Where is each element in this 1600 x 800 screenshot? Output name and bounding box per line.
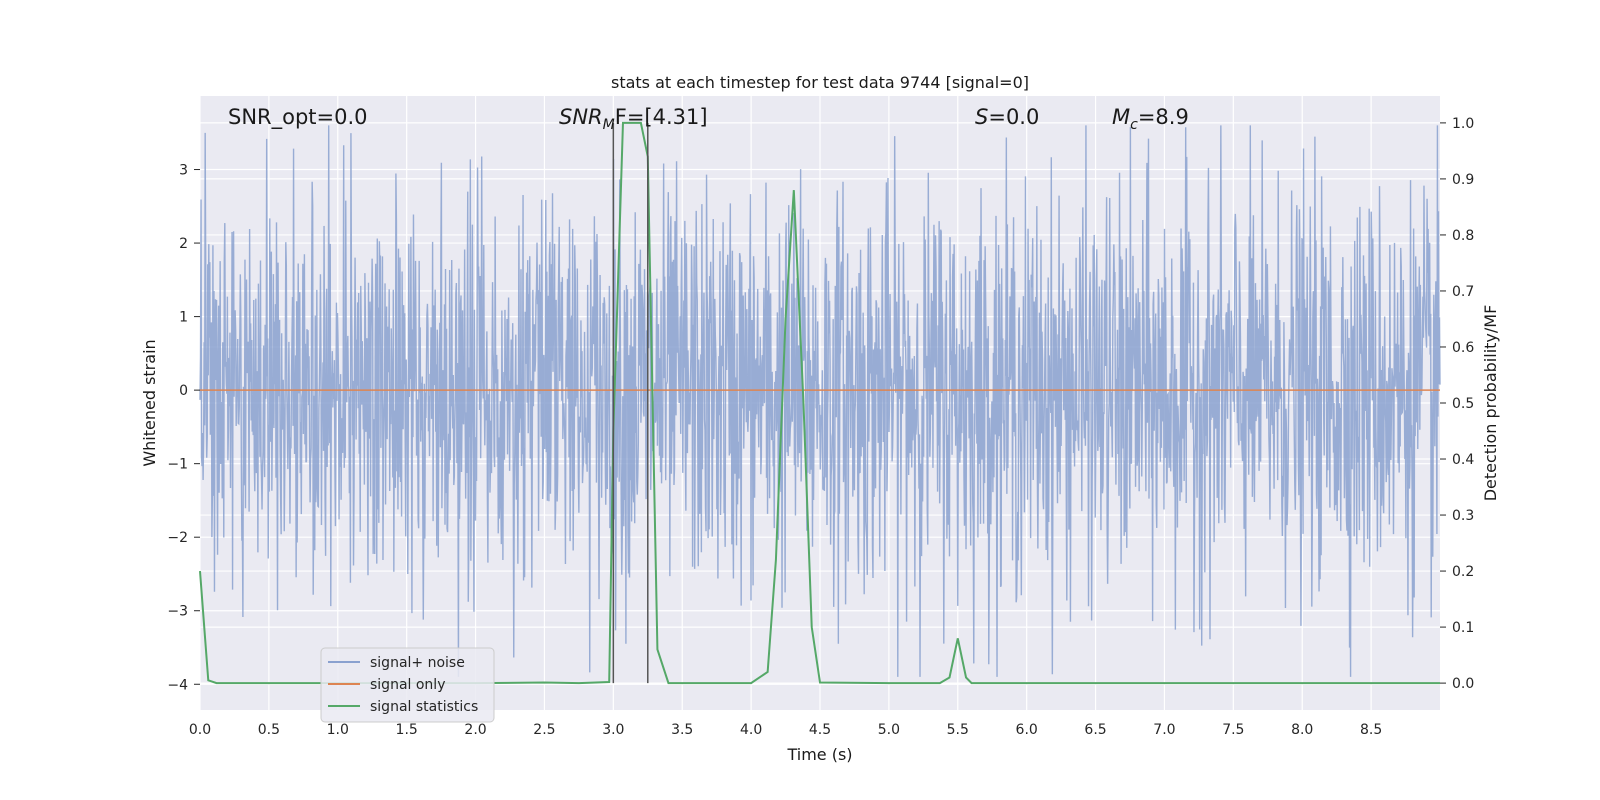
y2-tick-label: 0.7 (1452, 284, 1474, 300)
snr-mf-prefix: SNR (559, 105, 603, 129)
y2-tick-label: 0.1 (1452, 620, 1474, 636)
y2-tick-labels: 1.0 0.9 0.8 0.7 0.6 0.5 0.4 0.3 0.2 0.1 0.0 (1440, 116, 1474, 692)
y-tick-label: 0 (179, 383, 188, 399)
y2-tick-label: 0.4 (1452, 452, 1474, 468)
series-signal-plus-noise (199, 125, 1441, 677)
x-tick-label: 7.0 (1153, 722, 1175, 738)
y-tick-label: −4 (167, 677, 188, 693)
y2-tick-label: 1.0 (1452, 116, 1474, 132)
y2-tick-label: 0.5 (1452, 396, 1474, 412)
x-tick-label: 8.0 (1291, 722, 1313, 738)
y-axis-label: Whitened strain (140, 339, 159, 466)
annotation-mc: Mc=8.9 (1112, 105, 1189, 133)
snr-mf-sub: M (603, 117, 615, 133)
x-tick-label: 3.0 (602, 722, 624, 738)
y-tick-label: 2 (179, 236, 188, 252)
detection-markers (612, 122, 649, 684)
s-label: S (975, 105, 988, 129)
y-tick-label: −2 (167, 530, 188, 546)
legend-box (320, 647, 495, 723)
mc-value: =8.9 (1138, 105, 1189, 129)
x-tick-labels: 0.0 0.5 1.0 1.5 2.0 2.5 3.0 3.5 4.0 4.5 5.0 5.5 6.0 6… (189, 722, 1382, 738)
x-tick-label: 5.5 (947, 722, 969, 738)
x-tick-label: 6.5 (1084, 722, 1106, 738)
x-tick-label: 4.0 (740, 722, 762, 738)
legend-label-signal-plus-noise: signal+ noise (370, 655, 465, 671)
y2-tick-label: 0.3 (1452, 508, 1474, 524)
y-tick-label: −1 (167, 457, 188, 473)
chart-title: stats at each timestep for test data 974… (611, 73, 1029, 92)
x-axis-label: Time (s) (786, 745, 852, 764)
x-tick-label: 2.0 (464, 722, 486, 738)
x-tick-label: 1.0 (327, 722, 349, 738)
y-tick-labels: 3 2 1 0 −1 −2 −3 −4 (167, 163, 200, 693)
y2-tick-label: 0.0 (1452, 676, 1474, 692)
legend-label-signal-statistics: signal statistics (370, 699, 478, 715)
y2-axis-label: Detection probability/MF (1481, 305, 1500, 502)
x-tick-label: 8.5 (1360, 722, 1382, 738)
x-tick-label: 7.5 (1222, 722, 1244, 738)
y2-tick-label: 0.9 (1452, 172, 1474, 188)
mc-label: M (1112, 105, 1130, 129)
x-tick-label: 2.5 (533, 722, 555, 738)
signal-plus-noise-line (199, 125, 1441, 677)
snr-mf-suffix: F=[4.31] (615, 105, 708, 129)
y-tick-label: 3 (179, 163, 188, 179)
legend: signal+ noise signal only signal statist… (320, 647, 495, 723)
annotation-snr-opt: SNR_opt=0.0 (228, 105, 368, 130)
x-tick-label: 0.0 (189, 722, 211, 738)
x-tick-label: 3.5 (671, 722, 693, 738)
x-tick-label: 0.5 (258, 722, 280, 738)
legend-label-signal-only: signal only (370, 677, 445, 693)
y2-tick-label: 0.8 (1452, 228, 1474, 244)
annotation-snr-mf: SNRMF=[4.31] (559, 105, 708, 133)
x-tick-label: 6.0 (1016, 722, 1038, 738)
s-value: =0.0 (988, 105, 1039, 129)
y-tick-label: 1 (179, 310, 188, 326)
x-tick-label: 5.0 (878, 722, 900, 738)
y2-tick-label: 0.2 (1452, 564, 1474, 580)
annotation-s: S=0.0 (975, 105, 1039, 129)
x-tick-label: 4.5 (809, 722, 831, 738)
x-tick-label: 1.5 (396, 722, 418, 738)
mc-sub: c (1130, 117, 1138, 133)
y2-tick-label: 0.6 (1452, 340, 1474, 356)
y-tick-label: −3 (167, 604, 188, 620)
